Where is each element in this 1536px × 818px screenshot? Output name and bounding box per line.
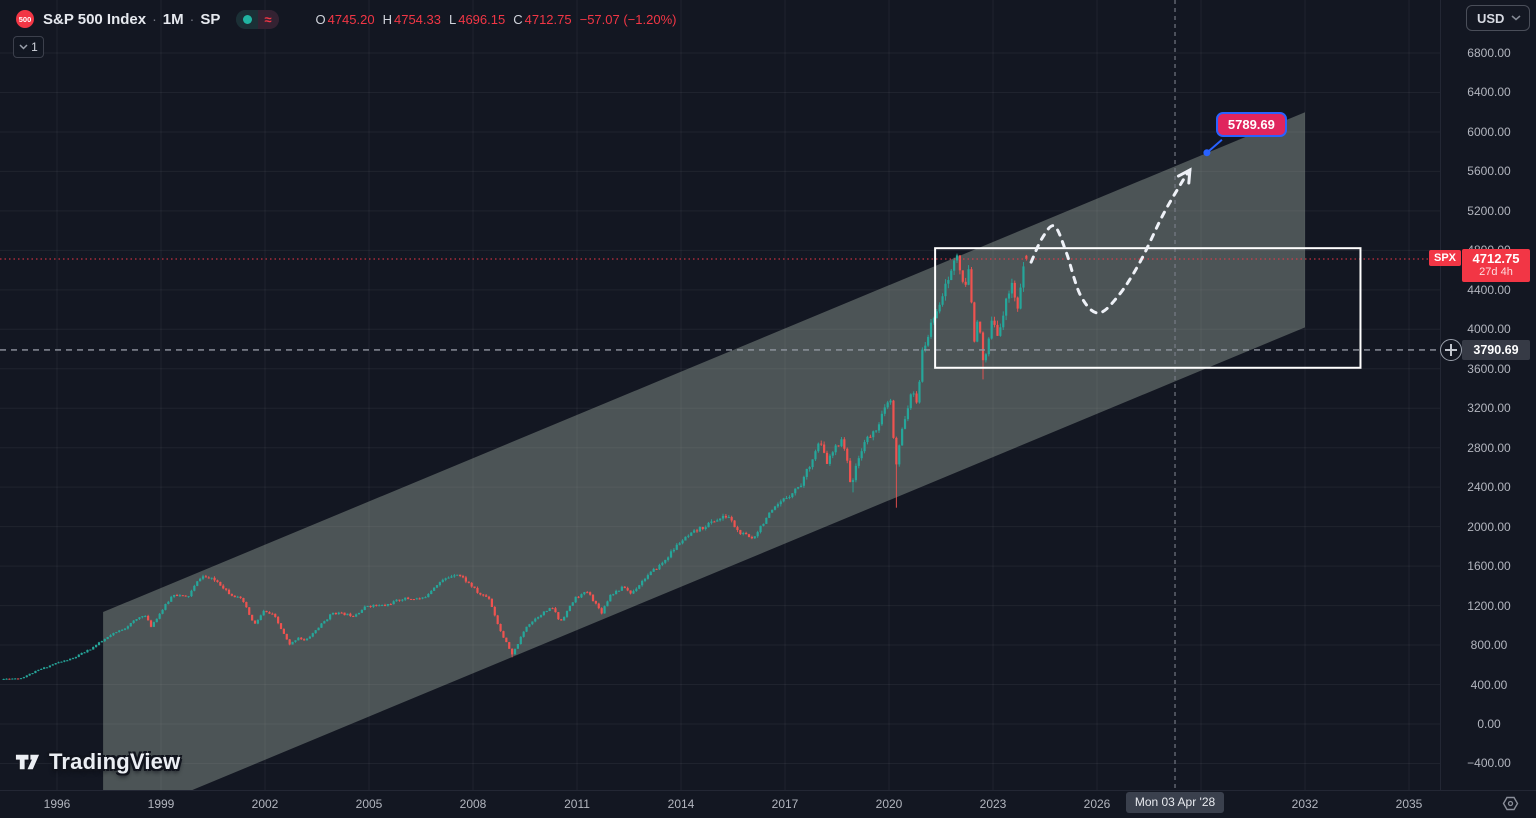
tradingview-logo-icon [14, 753, 41, 771]
last-price-label: 4712.75 27d 4h [1462, 248, 1530, 282]
exchange-label[interactable]: SP [200, 10, 221, 28]
approx-data-status: ≈ [258, 9, 280, 29]
time-tick-label: 2026 [1083, 797, 1111, 811]
price-note-label[interactable]: 5789.69 [1215, 111, 1287, 137]
chevron-down-icon [1511, 15, 1521, 21]
price-tick-label: 6800.00 [1467, 46, 1511, 60]
price-note-anchor-dot[interactable] [1203, 149, 1211, 157]
low-value: 4696.15 [458, 11, 506, 27]
price-tick-label: 4400.00 [1467, 282, 1511, 297]
price-tick-label: 400.00 [1470, 677, 1508, 692]
price-tick-label: 2400.00 [1467, 480, 1511, 495]
market-open-status [236, 9, 259, 29]
time-tick-label: 2005 [355, 797, 383, 811]
projection-arrow-drawing[interactable] [1029, 168, 1192, 315]
price-tick-label: 2000.00 [1467, 519, 1511, 534]
chart-canvas[interactable] [0, 0, 1440, 790]
high-value: 4754.33 [393, 11, 441, 27]
time-tick-label: 2023 [979, 797, 1007, 811]
price-tick-label: 1600.00 [1467, 559, 1511, 574]
time-tick-label: 1996 [43, 797, 71, 811]
time-tick-label: 2011 [564, 797, 590, 811]
price-tick-label: 4000.00 [1467, 322, 1511, 337]
market-open-dot-icon [243, 14, 253, 24]
approx-data-icon: ≈ [264, 11, 272, 27]
tradingview-watermark: TradingView [14, 748, 180, 775]
close-value: 4712.75 [524, 11, 572, 27]
time-tick-label: 2020 [875, 797, 903, 811]
open-value: 4745.20 [327, 11, 375, 27]
close-label: C [513, 11, 523, 27]
crosshair-date-label: Mon 03 Apr '28 [1126, 792, 1224, 813]
symbol-legend: 500 S&P 500 Index · 1M · SP ≈ O 4745.20 … [16, 8, 676, 30]
symbol-logo: 500 [16, 10, 34, 28]
chevron-down-icon [19, 44, 28, 50]
symbol-price-tag: SPX [1429, 249, 1462, 266]
parallel-channel-drawing[interactable] [103, 112, 1306, 790]
bar-countdown: 27d 4h [1479, 265, 1513, 278]
crosshair-price-label: 3790.69 [1462, 339, 1530, 360]
open-label: O [315, 11, 326, 27]
price-tick-label: 0.00 [1477, 717, 1501, 731]
last-price-value: 4712.75 [1472, 250, 1520, 266]
interval-label[interactable]: 1M [162, 10, 184, 28]
collapse-count: 1 [31, 40, 38, 54]
market-status-pill[interactable]: ≈ [236, 9, 280, 29]
time-tick-label: 2014 [667, 797, 695, 811]
time-tick-label: 2002 [251, 797, 279, 811]
time-tick-label: 2017 [771, 797, 799, 811]
arrowhead-icon [1176, 167, 1192, 185]
separator-dot: · [152, 11, 157, 27]
candlestick-series [2, 253, 1028, 680]
time-tick-label: 1999 [147, 797, 175, 811]
price-tick-label: 2800.00 [1467, 440, 1511, 455]
currency-label: USD [1477, 10, 1505, 26]
price-tick-label: 1200.00 [1467, 598, 1511, 613]
grid [0, 0, 1440, 790]
time-tick-label: 2035 [1395, 797, 1423, 811]
price-tick-label: 5600.00 [1467, 164, 1511, 179]
tradingview-brand-text: TradingView [49, 748, 181, 774]
high-label: H [382, 11, 392, 27]
symbol-title[interactable]: S&P 500 Index [43, 10, 147, 28]
change-value: −57.07 (−1.20%) [579, 11, 677, 27]
axis-corner[interactable] [1484, 790, 1536, 817]
time-tick-label: 2008 [459, 797, 487, 811]
price-tick-label: −400.00 [1467, 756, 1511, 771]
currency-unit-button[interactable]: USD [1466, 5, 1530, 31]
price-tick-label: 6400.00 [1467, 85, 1511, 100]
add-order-plus-button[interactable] [1440, 338, 1462, 361]
legend-collapse-button[interactable]: 1 [13, 36, 44, 58]
ohlc-readout: O 4745.20 H 4754.33 L 4696.15 C 4712.75 … [315, 12, 676, 27]
price-tick-label: 6000.00 [1467, 124, 1511, 139]
low-label: L [448, 11, 457, 27]
price-tick-label: 800.00 [1470, 638, 1508, 653]
time-tick-label: 2032 [1291, 797, 1319, 811]
price-tick-label: 3200.00 [1467, 401, 1511, 416]
scale-settings-icon [1502, 796, 1518, 811]
time-axis[interactable]: 1996 1999 2002 2005 2008 2011 2014 2017 2020 2023… [0, 790, 1536, 818]
price-axis[interactable]: 6800.006400.006000.005600.005200.004800.… [1440, 0, 1536, 790]
price-tick-label: 5200.00 [1467, 203, 1511, 218]
separator-dot: · [189, 11, 195, 27]
price-tick-label: 3600.00 [1467, 361, 1511, 376]
